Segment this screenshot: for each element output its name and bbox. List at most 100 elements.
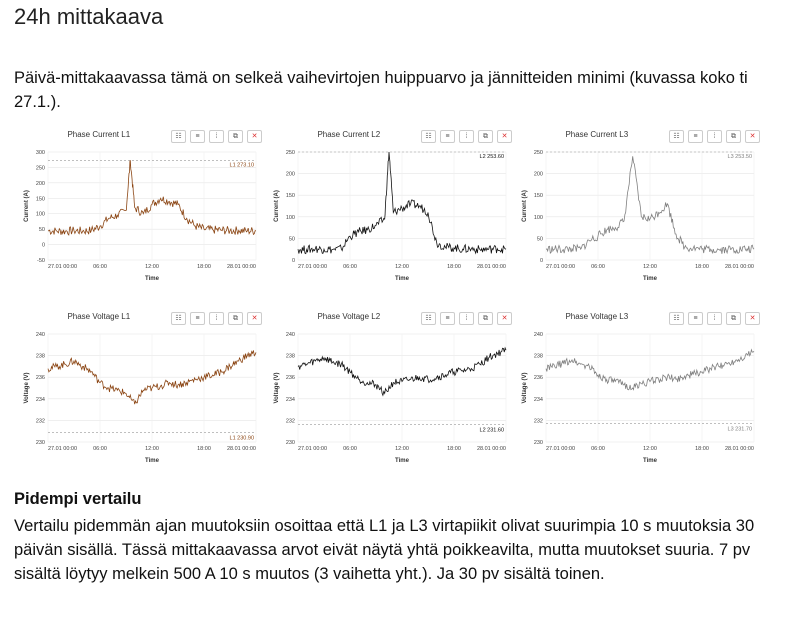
x-tick-label: 18:00: [447, 264, 461, 270]
chart-title: Phase Voltage L1: [67, 312, 131, 321]
x-tick-label: 28.01 00:00: [725, 446, 754, 452]
intro-paragraph: Päivä-mittakaavassa tämä on selkeä vaihe…: [14, 69, 748, 111]
x-tick-label: 06:00: [93, 446, 107, 452]
chart-toolbar: ☷ ≡ ⁞ ⧉ ✕: [669, 130, 760, 143]
y-tick-label: 238: [534, 354, 543, 360]
x-tick-label: 06:00: [343, 446, 357, 452]
settings-sliders-icon[interactable]: ☷: [421, 130, 436, 143]
chart-toolbar: ☷ ≡ ⁞ ⧉ ✕: [171, 130, 262, 143]
y-axis-label: Current (A): [24, 190, 30, 222]
y-tick-label: 230: [286, 440, 295, 446]
x-tick-label: 28.01 00:00: [227, 446, 256, 452]
x-tick-label: 28.01 00:00: [477, 446, 506, 452]
close-icon[interactable]: ✕: [247, 312, 262, 325]
x-tick-label: 12:00: [643, 264, 657, 270]
chart-toolbar: ☷ ≡ ⁞ ⧉ ✕: [421, 312, 512, 325]
copy-icon[interactable]: ⧉: [478, 312, 493, 325]
y-tick-label: 230: [534, 440, 543, 446]
drag-dots-icon[interactable]: ⁞: [707, 130, 722, 143]
reference-line-label: L3 231.70: [728, 427, 752, 433]
y-tick-label: 150: [286, 193, 295, 199]
y-tick-label: 238: [286, 354, 295, 360]
copy-icon[interactable]: ⧉: [478, 130, 493, 143]
chart-plot: 250 200 150 100 50 027.01 00:00 06:00 12:00 18:0…: [274, 150, 507, 282]
menu-icon[interactable]: ≡: [688, 312, 703, 325]
series-line: [545, 156, 755, 255]
y-tick-label: 100: [36, 212, 45, 218]
settings-sliders-icon[interactable]: ☷: [669, 312, 684, 325]
drag-dots-icon[interactable]: ⁞: [209, 130, 224, 143]
x-tick-label: 18:00: [695, 446, 709, 452]
y-tick-label: 234: [36, 397, 45, 403]
menu-icon[interactable]: ≡: [440, 130, 455, 143]
x-tick-label: 18:00: [695, 264, 709, 270]
y-tick-label: 0: [540, 258, 543, 264]
copy-icon[interactable]: ⧉: [228, 312, 243, 325]
settings-sliders-icon[interactable]: ☷: [669, 130, 684, 143]
settings-sliders-icon[interactable]: ☷: [421, 312, 436, 325]
chart-panel: Phase Voltage L3 ☷ ≡ ⁞ ⧉ ✕ 240 238 236 234 232 230 2…: [520, 312, 760, 467]
drag-dots-icon[interactable]: ⁞: [707, 312, 722, 325]
menu-icon[interactable]: ≡: [440, 312, 455, 325]
close-icon[interactable]: ✕: [247, 130, 262, 143]
menu-icon[interactable]: ≡: [190, 312, 205, 325]
x-tick-label: 27.01 00:00: [546, 446, 575, 452]
close-icon[interactable]: ✕: [745, 312, 760, 325]
x-axis-label: Time: [145, 276, 160, 282]
y-axis-label: Current (A): [522, 190, 528, 222]
settings-sliders-icon[interactable]: ☷: [171, 130, 186, 143]
y-tick-label: 232: [534, 418, 543, 424]
y-tick-label: 50: [537, 236, 543, 242]
x-tick-label: 06:00: [343, 264, 357, 270]
reference-line-label: L2 253.60: [480, 154, 504, 160]
y-tick-label: 232: [286, 418, 295, 424]
chart-panel: Phase Voltage L2 ☷ ≡ ⁞ ⧉ ✕ 240 238 236 234 232 230 2…: [272, 312, 512, 467]
chart-plot: 250 200 150 100 50 027.01 00:00 06:00 12:00 18:0…: [522, 150, 755, 282]
close-icon[interactable]: ✕: [497, 312, 512, 325]
chart-panel: Phase Current L1 ☷ ≡ ⁞ ⧉ ✕ 300 250 200 150 100 50 0 -…: [22, 130, 262, 285]
x-tick-label: 12:00: [643, 446, 657, 452]
x-tick-label: 28.01 00:00: [477, 264, 506, 270]
y-tick-label: 50: [289, 236, 295, 242]
chart-title: Phase Voltage L2: [317, 312, 381, 321]
x-tick-label: 27.01 00:00: [48, 446, 77, 452]
chart-title: Phase Current L2: [317, 130, 381, 139]
series-line: [47, 350, 257, 405]
menu-icon[interactable]: ≡: [190, 130, 205, 143]
x-tick-label: 18:00: [197, 446, 211, 452]
drag-dots-icon[interactable]: ⁞: [209, 312, 224, 325]
x-tick-label: 12:00: [145, 264, 159, 270]
y-tick-label: 100: [286, 215, 295, 221]
series-line: [297, 151, 507, 255]
copy-icon[interactable]: ⧉: [726, 312, 741, 325]
copy-icon[interactable]: ⧉: [726, 130, 741, 143]
y-tick-label: 234: [286, 397, 295, 403]
close-icon[interactable]: ✕: [745, 130, 760, 143]
drag-dots-icon[interactable]: ⁞: [459, 130, 474, 143]
chart-title: Phase Current L1: [67, 130, 131, 139]
x-tick-label: 27.01 00:00: [546, 264, 575, 270]
drag-dots-icon[interactable]: ⁞: [459, 312, 474, 325]
copy-icon[interactable]: ⧉: [228, 130, 243, 143]
chart-panel: Phase Current L2 ☷ ≡ ⁞ ⧉ ✕ 250 200 150 100 50 0 27.0…: [272, 130, 512, 285]
close-icon[interactable]: ✕: [497, 130, 512, 143]
y-tick-label: 200: [36, 181, 45, 187]
y-tick-label: -50: [37, 258, 45, 264]
page-heading: 24h mittakaava: [14, 4, 164, 29]
y-tick-label: 200: [534, 172, 543, 178]
x-tick-label: 06:00: [93, 264, 107, 270]
x-tick-label: 27.01 00:00: [298, 446, 327, 452]
y-axis-label: Voltage (V): [522, 373, 528, 404]
x-tick-label: 28.01 00:00: [227, 264, 256, 270]
x-tick-label: 06:00: [591, 264, 605, 270]
y-axis-label: Voltage (V): [274, 373, 280, 404]
menu-icon[interactable]: ≡: [688, 130, 703, 143]
settings-sliders-icon[interactable]: ☷: [171, 312, 186, 325]
y-tick-label: 230: [36, 440, 45, 446]
x-axis-label: Time: [145, 458, 160, 464]
chart-toolbar: ☷ ≡ ⁞ ⧉ ✕: [421, 130, 512, 143]
x-tick-label: 18:00: [447, 446, 461, 452]
y-tick-label: 240: [534, 332, 543, 338]
